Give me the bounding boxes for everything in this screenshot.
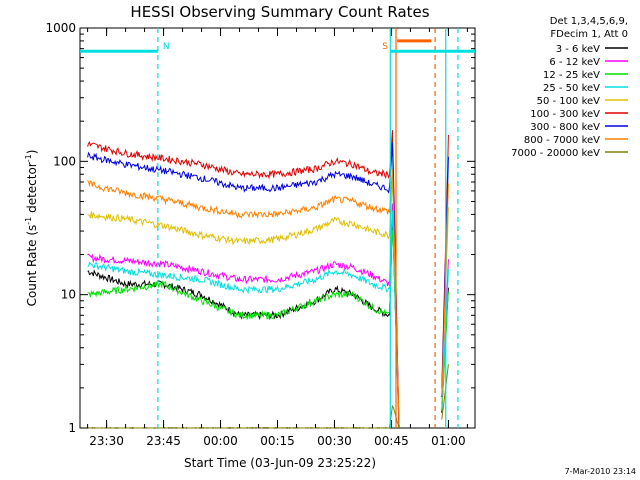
series-line-8 (87, 364, 449, 429)
x-tick-label-6: 01:00 (431, 434, 466, 448)
x-tick-label-3: 00:15 (260, 434, 295, 448)
y-axis-label: Count Rate (s-1 detector-1) (24, 150, 39, 307)
y-tick-label-0: 1 (68, 421, 76, 435)
x-tick-label-5: 00:45 (374, 434, 409, 448)
legend-label-7: 800 - 7000 keV (524, 135, 600, 146)
legend-label-4: 50 - 100 keV (537, 96, 601, 107)
legend: Det 1,3,4,5,6,9, FDecim 1, Att 0 3 - 6 keV… (511, 16, 628, 159)
x-axis-label: Start Time (03-Jun-09 23:25:22) (184, 456, 376, 470)
legend-label-8: 7000 - 20000 keV (511, 148, 600, 159)
plot-frame (79, 27, 476, 429)
attenuator-label-1: S (382, 42, 388, 52)
y-axis-label-sup2: -1 (24, 154, 33, 162)
legend-label-0: 3 - 6 keV (556, 44, 600, 55)
legend-label-2: 12 - 25 keV (543, 70, 600, 81)
legend-label-6: 300 - 800 keV (530, 122, 600, 133)
footer-date: 7-Mar-2010 23:14 (565, 467, 636, 476)
y-tick-label-2: 100 (53, 154, 76, 168)
x-tick-label-0: 23:30 (89, 434, 124, 448)
series-line-7 (87, 168, 449, 425)
legend-header-1: FDecim 1, Att 0 (550, 29, 628, 40)
y-axis-label-main: Count Rate (s (25, 225, 39, 307)
legend-label-1: 6 - 12 keV (549, 57, 600, 68)
x-tick-label-4: 00:30 (317, 434, 352, 448)
y-axis-label-sup1: -1 (24, 217, 33, 225)
x-tick-label-2: 00:00 (203, 434, 238, 448)
series-line-3 (87, 210, 449, 429)
y-axis-label-mid: detector (25, 162, 39, 217)
plot-area: N S 1 10 100 1000 23:30 23:45 00:00 00:15 00:30 00:… (45, 21, 476, 448)
y-tick-label-1: 10 (61, 288, 76, 302)
legend-label-3: 25 - 50 keV (543, 83, 600, 94)
y-tick-label-3: 1000 (45, 21, 76, 35)
legend-label-5: 100 - 300 keV (530, 109, 600, 120)
attenuator-label-0: N (163, 42, 170, 52)
legend-header-0: Det 1,3,4,5,6,9, (550, 16, 628, 27)
chart-title: HESSI Observing Summary Count Rates (130, 3, 429, 21)
y-axis-label-end: ) (25, 150, 39, 155)
x-tick-label-1: 23:45 (146, 434, 181, 448)
